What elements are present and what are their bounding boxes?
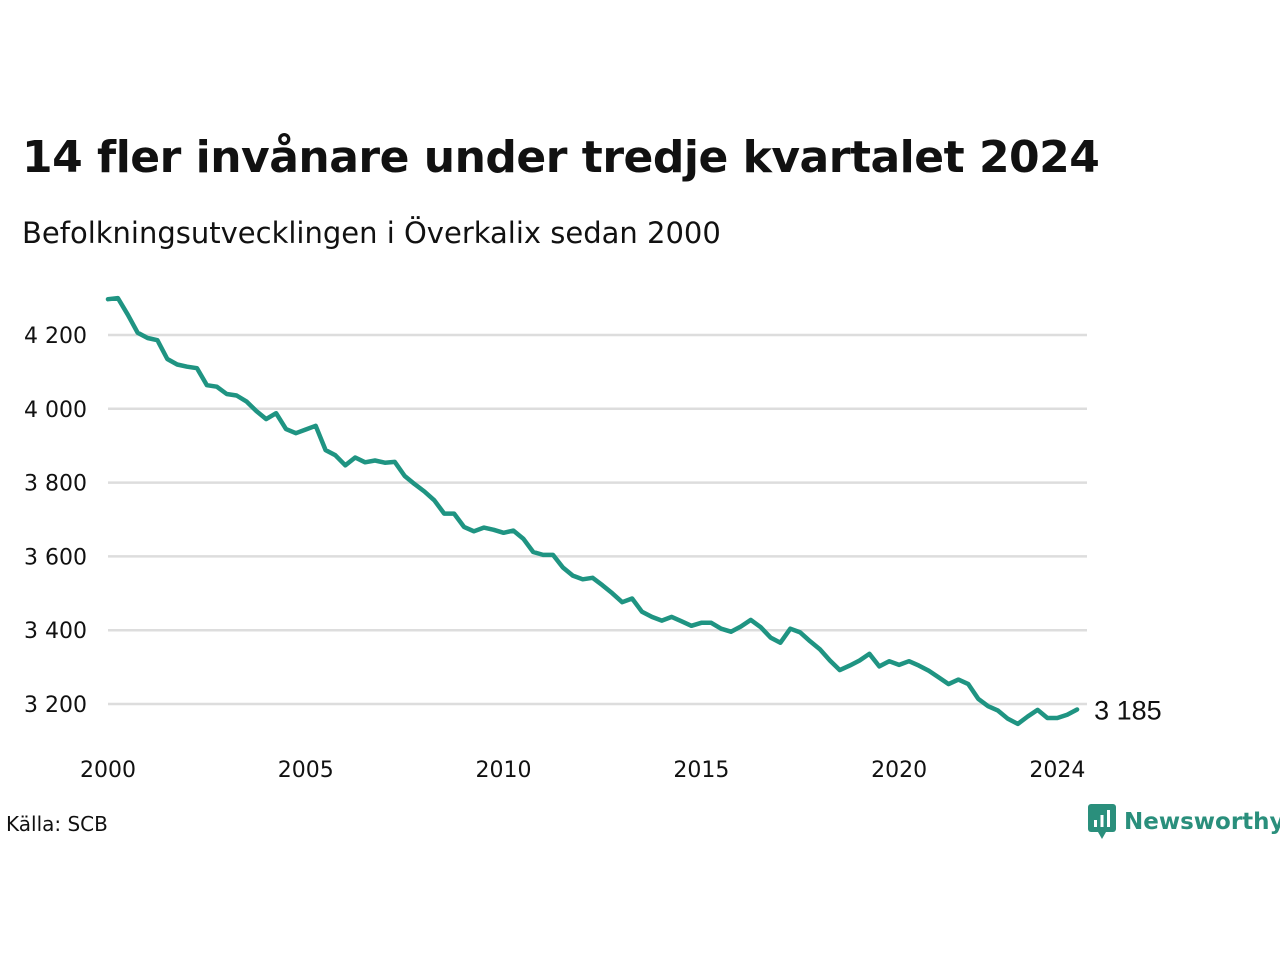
end-value-label-group: 3 185 xyxy=(1094,696,1162,726)
logo-text: Newsworthy xyxy=(1124,809,1280,835)
y-tick-label: 4 200 xyxy=(24,324,87,349)
bar-chart-icon xyxy=(1088,804,1116,839)
chart-subtitle: Befolkningsutvecklingen i Överkalix seda… xyxy=(22,216,721,250)
population-line xyxy=(105,295,1080,727)
y-tick-label: 3 200 xyxy=(24,693,87,718)
newsworthy-logo: Newsworthy xyxy=(1088,804,1280,840)
x-tick-label: 2010 xyxy=(476,758,532,783)
y-tick-label: 4 000 xyxy=(24,398,87,423)
x-tick-label: 2015 xyxy=(673,758,729,783)
chart-title: 14 fler invånare under tredje kvartalet … xyxy=(22,132,1100,183)
x-tick-label: 2005 xyxy=(278,758,334,783)
x-tick-label: 2000 xyxy=(80,758,136,783)
x-tick-label: 2020 xyxy=(871,758,927,783)
y-tick-label: 3 600 xyxy=(24,545,87,570)
y-tick-label: 3 400 xyxy=(24,619,87,644)
source-note: Källa: SCB xyxy=(6,812,108,836)
series-line-group xyxy=(105,295,1080,727)
x-tick-label: 2024 xyxy=(1029,758,1085,783)
y-axis-tick-labels: 3 200 3 400 3 600 3 800 4 000 4 200 xyxy=(24,324,87,718)
x-axis-tick-labels: 2000 2005 2010 2015 2020 2024 xyxy=(80,758,1085,783)
end-value-label: 3 185 xyxy=(1094,696,1162,726)
y-tick-label: 3 800 xyxy=(24,472,87,497)
gridlines xyxy=(108,333,1087,706)
